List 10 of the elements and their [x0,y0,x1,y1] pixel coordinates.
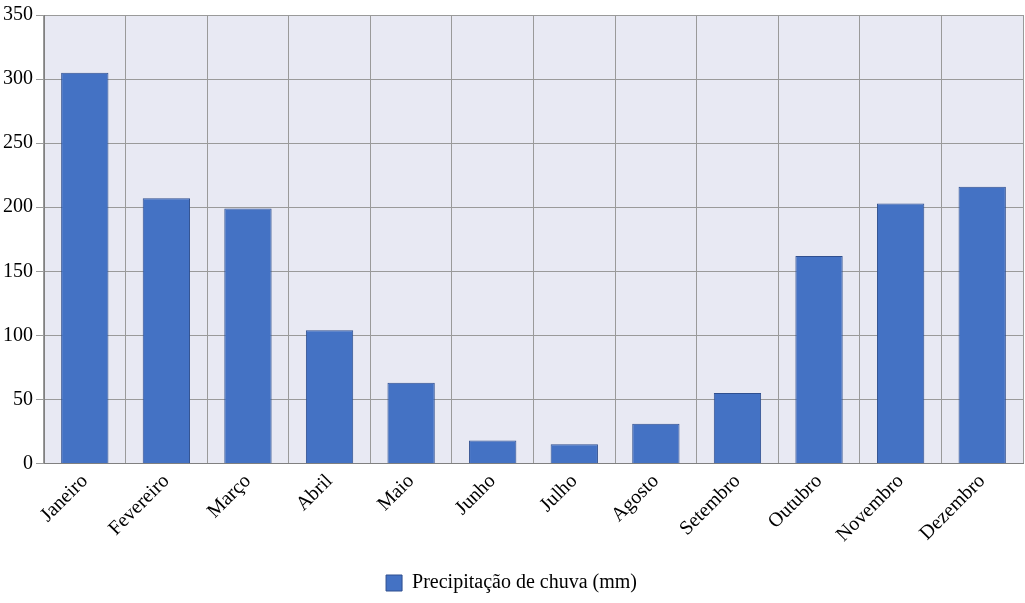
y-tick-label: 50 [13,386,33,409]
y-tick-label: 200 [3,194,33,217]
x-tick-label: Maio [372,469,418,515]
y-tick-label: 100 [3,322,33,345]
y-tick-label: 150 [3,258,33,281]
legend-label: Precipitação de chuva (mm) [412,570,637,594]
y-tick-label: 350 [3,2,33,25]
y-tick-label: 0 [23,450,33,473]
y-tick-label: 250 [3,130,33,153]
y-tick-label: 300 [3,66,33,89]
